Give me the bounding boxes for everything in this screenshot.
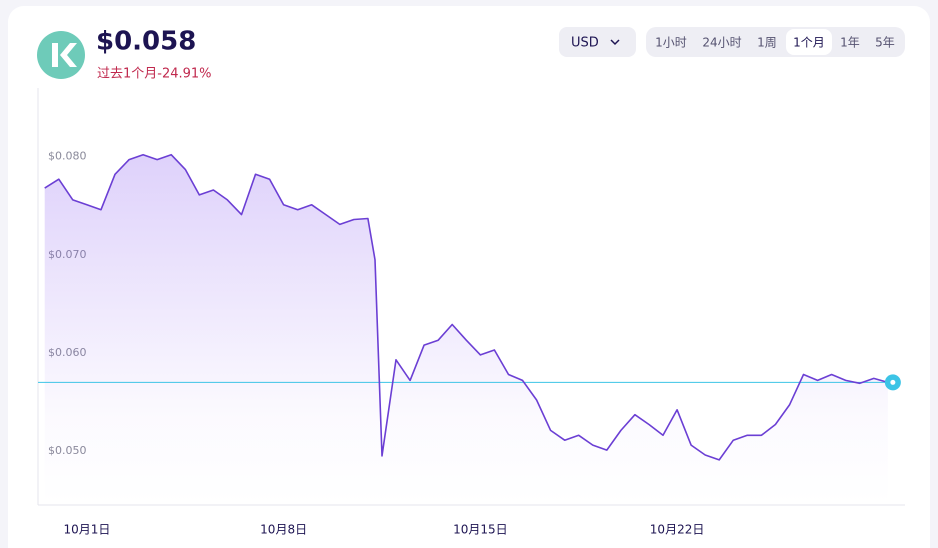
range-label: 1年 — [840, 36, 860, 50]
range-button[interactable]: 1周 — [757, 36, 777, 50]
currency-dropdown[interactable]: USD — [559, 27, 636, 57]
price-change: 过去1个月-24.91% — [97, 67, 212, 82]
area — [44, 154, 888, 505]
range-button[interactable]: 1小时 — [655, 36, 687, 50]
current-point-core — [890, 379, 896, 385]
x-tick-label: 10月22日 — [650, 523, 705, 537]
range-button[interactable]: 24小时 — [702, 36, 741, 50]
dropdown-bg — [559, 27, 636, 57]
x-tick-label: 10月1日 — [63, 523, 110, 537]
range-label: 24小时 — [702, 36, 741, 50]
x-tick-label: 10月8日 — [260, 523, 307, 537]
range-active-bg — [786, 29, 832, 55]
logo-mark — [52, 43, 77, 67]
range-button[interactable]: 1个月 — [786, 29, 832, 55]
price-line — [44, 153, 889, 461]
chevron — [610, 39, 620, 46]
range-label: 1周 — [757, 36, 777, 50]
range-label: 1个月 — [793, 36, 825, 50]
range-group — [646, 27, 905, 57]
range-label: 5年 — [875, 36, 895, 50]
currency: USD — [571, 36, 599, 51]
range-button[interactable]: 1年 — [840, 36, 860, 50]
range-label: 1小时 — [655, 36, 687, 50]
x-tick-label: 10月15日 — [453, 523, 508, 537]
price: $0.058 — [96, 27, 196, 57]
range-button[interactable]: 5年 — [875, 36, 895, 50]
y-tick-label: $0.080 — [48, 150, 87, 163]
